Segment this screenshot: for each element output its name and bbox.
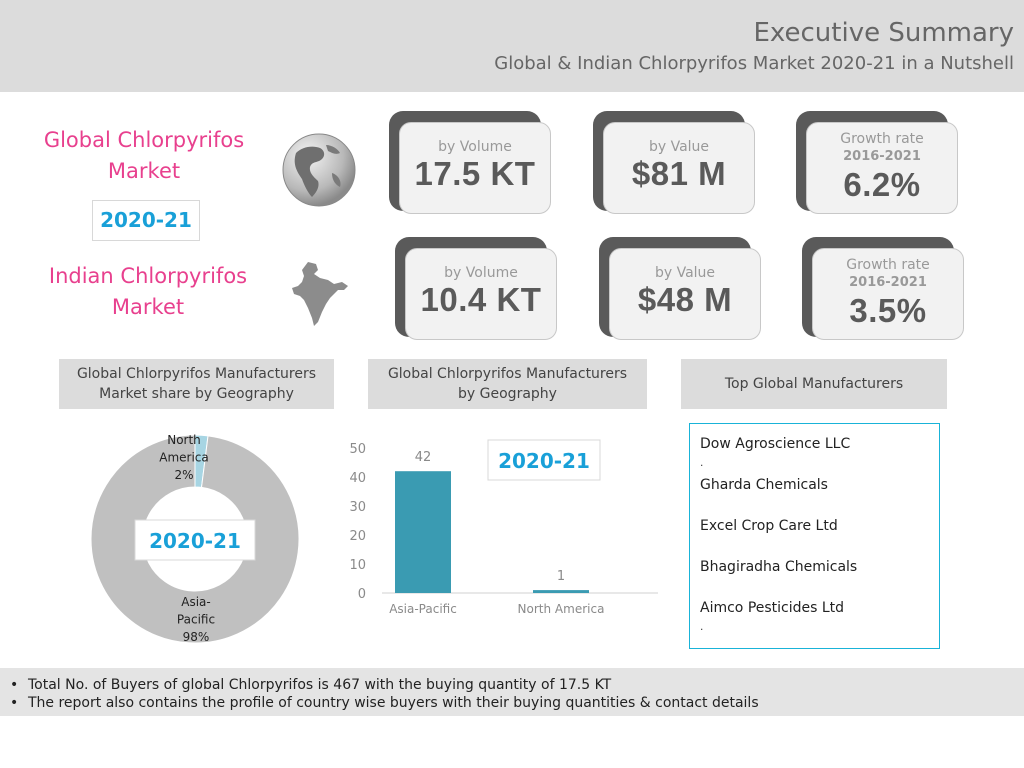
page-title: Executive Summary bbox=[753, 18, 1015, 48]
indian-growth-label: Growth rate bbox=[846, 257, 930, 273]
manufacturer-item: Bhagiradha Chemicals bbox=[700, 559, 858, 575]
indian-growth-value: 3.5% bbox=[849, 292, 927, 329]
indian-market-label-line2: Market bbox=[111, 295, 185, 319]
global-market-label: Global Chlorpyrifos Market bbox=[30, 125, 258, 187]
donut-chart: 2020-21 North America 2% Asia- Pacific 98% bbox=[90, 433, 300, 644]
share-section-line2: Market share by Geography bbox=[99, 386, 294, 402]
top-mfr-section-label: Top Global Manufacturers bbox=[724, 376, 904, 392]
donut-slice-label: 98% bbox=[183, 630, 210, 644]
donut-slice-label: 2% bbox=[174, 468, 193, 482]
manufacturer-item: Gharda Chemicals bbox=[700, 477, 828, 493]
global-volume-card: by Volume 17.5 KT bbox=[399, 122, 551, 214]
global-growth-label: Growth rate bbox=[840, 131, 924, 147]
global-market-label-line2: Market bbox=[107, 159, 181, 183]
manufacturer-item: Excel Crop Care Ltd bbox=[700, 518, 838, 534]
manufacturer-item: Aimco Pesticides Ltd bbox=[700, 600, 845, 616]
footer-bullet-1-text: Total No. of Buyers of global Chlorpyrif… bbox=[28, 677, 612, 693]
top-manufacturers-list: Dow Agroscience LLC . Gharda Chemicals E… bbox=[689, 423, 940, 649]
top-mfr-section-header: Top Global Manufacturers bbox=[681, 359, 947, 409]
manufacturer-item: Dow Agroscience LLC bbox=[700, 436, 851, 452]
manufacturer-separator: . bbox=[700, 618, 704, 633]
footer-bullet-1: • Total No. of Buyers of global Chlorpyri… bbox=[10, 676, 1014, 694]
header-banner: Executive Summary Global & Indian Chlorp… bbox=[0, 0, 1024, 92]
bar-y-tick: 0 bbox=[358, 587, 366, 602]
indian-volume-label: by Volume bbox=[444, 265, 518, 281]
bullet-icon: • bbox=[10, 695, 19, 711]
geo-section-line2: by Geography bbox=[458, 386, 557, 402]
indian-volume-card: by Volume 10.4 KT bbox=[405, 248, 557, 340]
globe-icon bbox=[282, 133, 356, 207]
bar-y-tick: 20 bbox=[349, 529, 366, 544]
global-value-value: $81 M bbox=[631, 155, 727, 192]
indian-growth-card: Growth rate 2016-2021 3.5% bbox=[812, 248, 964, 340]
indian-market-label: Indian Chlorpyrifos Market bbox=[34, 261, 262, 323]
global-growth-card: Growth rate 2016-2021 6.2% bbox=[806, 122, 958, 214]
global-value-label: by Value bbox=[648, 139, 710, 155]
bar-data-label: 42 bbox=[415, 450, 432, 465]
indian-value-value: $48 M bbox=[637, 281, 733, 318]
donut-slice-label: America bbox=[159, 451, 209, 465]
manufacturer-separator: . bbox=[700, 454, 704, 469]
bar-annotation-box bbox=[487, 439, 601, 481]
global-year-badge: 2020-21 bbox=[92, 200, 200, 241]
global-market-label-line1: Global Chlorpyrifos bbox=[43, 128, 245, 152]
page-subtitle: Global & Indian Chlorpyrifos Market 2020… bbox=[494, 53, 1014, 74]
india-map-icon bbox=[292, 262, 348, 326]
donut-center-badge bbox=[134, 519, 256, 561]
footer-notes: • Total No. of Buyers of global Chlorpyri… bbox=[0, 668, 1024, 716]
bar-north-america bbox=[533, 590, 589, 593]
donut-slice-asia-pacific bbox=[90, 434, 300, 644]
global-growth-period: 2016-2021 bbox=[843, 149, 921, 164]
global-volume-label: by Volume bbox=[438, 139, 512, 155]
bullet-icon: • bbox=[10, 677, 19, 693]
bar-asia-pacific bbox=[395, 471, 451, 593]
bar-chart: 0 10 20 30 40 50 42 Asia-Pacific 1 North America… bbox=[349, 439, 658, 616]
indian-market-label-line1: Indian Chlorpyrifos bbox=[48, 264, 248, 288]
global-volume-value: 17.5 KT bbox=[414, 155, 536, 192]
bar-y-tick: 40 bbox=[349, 471, 366, 486]
share-section-line1: Global Chlorpyrifos Manufacturers bbox=[76, 366, 317, 382]
geo-section-header: Global Chlorpyrifos Manufacturers by Geo… bbox=[368, 359, 647, 409]
bar-y-tick: 10 bbox=[349, 558, 366, 573]
donut-slice-label: North bbox=[167, 433, 201, 447]
bar-data-label: 1 bbox=[557, 569, 565, 584]
indian-value-card: by Value $48 M bbox=[609, 248, 761, 340]
donut-slice-label: Asia- bbox=[181, 595, 210, 609]
geo-section-line1: Global Chlorpyrifos Manufacturers bbox=[387, 366, 628, 382]
indian-growth-period: 2016-2021 bbox=[849, 275, 927, 290]
indian-volume-value: 10.4 KT bbox=[420, 281, 542, 318]
footer-bullet-2: • The report also contains the profile of… bbox=[10, 694, 1014, 712]
bar-annotation-label: 2020-21 bbox=[498, 449, 590, 473]
donut-slice-label: Pacific bbox=[177, 613, 215, 627]
donut-center-label: 2020-21 bbox=[149, 529, 241, 553]
footer-bullet-2-text: The report also contains the profile of … bbox=[28, 695, 759, 711]
bar-y-tick: 50 bbox=[349, 442, 366, 457]
bar-category-label: North America bbox=[518, 602, 605, 616]
share-section-header: Global Chlorpyrifos Manufacturers Market… bbox=[59, 359, 334, 409]
global-value-card: by Value $81 M bbox=[603, 122, 755, 214]
global-growth-value: 6.2% bbox=[843, 166, 921, 203]
bar-y-tick: 30 bbox=[349, 500, 366, 515]
bar-category-label: Asia-Pacific bbox=[389, 602, 457, 616]
indian-value-label: by Value bbox=[654, 265, 716, 281]
